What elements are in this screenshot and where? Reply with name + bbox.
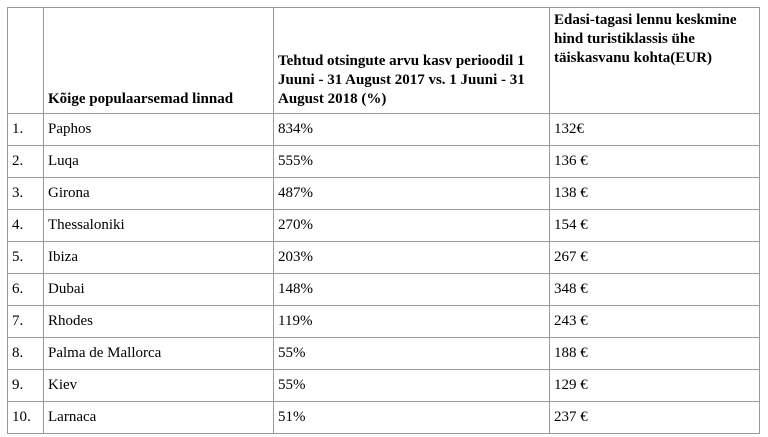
- table-row: 5. Ibiza 203% 267 €: [7, 241, 760, 274]
- search-growth-cell: 51%: [273, 401, 550, 434]
- rank-cell: 4.: [7, 209, 44, 242]
- city-cell: Girona: [43, 177, 274, 210]
- rank-cell: 7.: [7, 305, 44, 338]
- price-cell: 132€: [549, 113, 760, 146]
- city-cell: Dubai: [43, 273, 274, 306]
- rank-cell: 5.: [7, 241, 44, 274]
- search-growth-cell: 148%: [273, 273, 550, 306]
- price-cell: 348 €: [549, 273, 760, 306]
- search-growth-cell: 270%: [273, 209, 550, 242]
- price-cell: 129 €: [549, 369, 760, 402]
- search-growth-cell: 555%: [273, 145, 550, 178]
- city-cell: Luqa: [43, 145, 274, 178]
- rank-cell: 10.: [7, 401, 44, 434]
- table-row: 2. Luqa 555% 136 €: [7, 145, 760, 178]
- city-cell: Thessaloniki: [43, 209, 274, 242]
- search-growth-cell: 203%: [273, 241, 550, 274]
- table-row: 1. Paphos 834% 132€: [7, 113, 760, 146]
- header-search-growth: Tehtud otsingute arvu kasv perioodil 1 J…: [273, 7, 550, 114]
- table-row: 7. Rhodes 119% 243 €: [7, 305, 760, 338]
- table-row: 6. Dubai 148% 348 €: [7, 273, 760, 306]
- rank-cell: 9.: [7, 369, 44, 402]
- table-header-row: Kõige populaarsemad linnad Tehtud otsing…: [7, 7, 760, 114]
- city-cell: Kiev: [43, 369, 274, 402]
- price-cell: 237 €: [549, 401, 760, 434]
- search-growth-cell: 834%: [273, 113, 550, 146]
- rank-cell: 1.: [7, 113, 44, 146]
- table-row: 3. Girona 487% 138 €: [7, 177, 760, 210]
- city-cell: Larnaca: [43, 401, 274, 434]
- price-cell: 154 €: [549, 209, 760, 242]
- search-growth-cell: 119%: [273, 305, 550, 338]
- price-cell: 188 €: [549, 337, 760, 370]
- header-average-price: Edasi-tagasi lennu keskmine hind turisti…: [549, 7, 760, 114]
- rank-cell: 3.: [7, 177, 44, 210]
- rank-cell: 2.: [7, 145, 44, 178]
- table-row: 10. Larnaca 51% 237 €: [7, 401, 760, 434]
- table-body: 1. Paphos 834% 132€ 2. Luqa 555% 136 €3. Girona 4…: [7, 113, 760, 434]
- price-cell: 243 €: [549, 305, 760, 338]
- price-cell: 138 €: [549, 177, 760, 210]
- popular-cities-table: Kõige populaarsemad linnad Tehtud otsing…: [7, 7, 760, 434]
- header-rank: [7, 7, 44, 114]
- rank-cell: 8.: [7, 337, 44, 370]
- search-growth-cell: 487%: [273, 177, 550, 210]
- search-growth-cell: 55%: [273, 337, 550, 370]
- search-growth-cell: 55%: [273, 369, 550, 402]
- price-cell: 267 €: [549, 241, 760, 274]
- city-cell: Rhodes: [43, 305, 274, 338]
- table-row: 8. Palma de Mallorca 55% 188 €: [7, 337, 760, 370]
- table-row: 4. Thessaloniki 270% 154 €: [7, 209, 760, 242]
- city-cell: Ibiza: [43, 241, 274, 274]
- rank-cell: 6.: [7, 273, 44, 306]
- header-city: Kõige populaarsemad linnad: [43, 7, 274, 114]
- city-cell: Paphos: [43, 113, 274, 146]
- city-cell: Palma de Mallorca: [43, 337, 274, 370]
- price-cell: 136 €: [549, 145, 760, 178]
- table-row: 9. Kiev 55% 129 €: [7, 369, 760, 402]
